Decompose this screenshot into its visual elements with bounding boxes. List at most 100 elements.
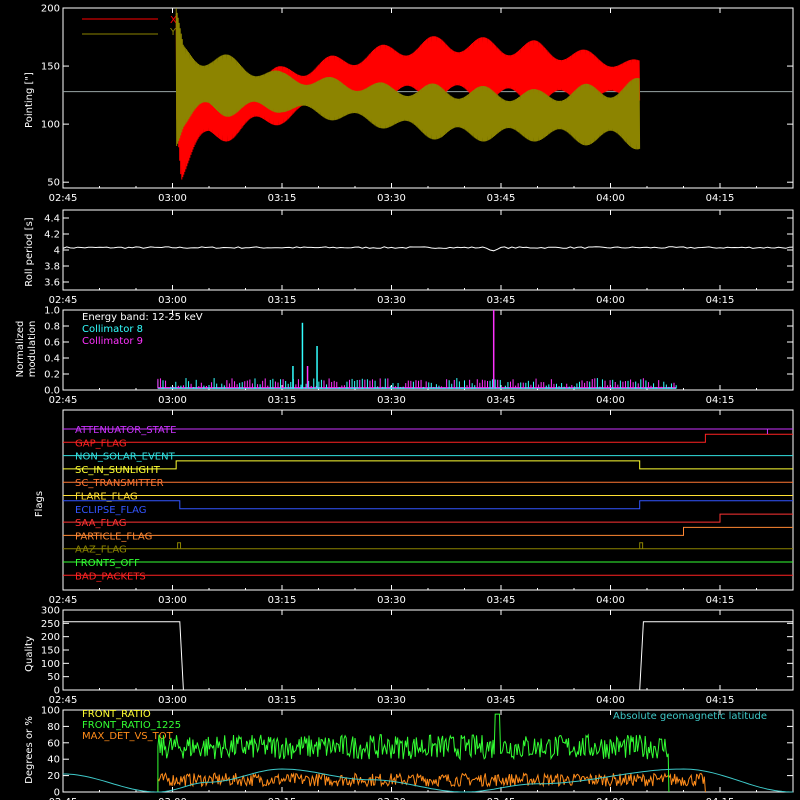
quality-ytick-label: 0 <box>54 686 60 697</box>
quality-xtick-label: 03:00 <box>158 695 187 706</box>
ratios-ytick-label: 100 <box>41 706 60 717</box>
quality-xtick-label: 03:30 <box>377 695 406 706</box>
roll-xtick-label: 03:00 <box>158 295 187 306</box>
modulation-xtick-label: 03:45 <box>487 395 516 406</box>
modulation-xtick-label: 03:00 <box>158 395 187 406</box>
quality-ytick-label: 250 <box>41 619 60 630</box>
max-det-label: MAX_DET_VS_TOT <box>82 731 174 742</box>
roll-ytick-label: 4 <box>54 246 60 257</box>
pointing-ytick-label: 150 <box>41 62 60 73</box>
flag-label-attenuator_state: ATTENUATOR_STATE <box>75 425 176 436</box>
ratios-ytick-label: 20 <box>47 771 60 782</box>
flag-label-saa_flag: SAA_FLAG <box>75 518 126 529</box>
roll-xtick-label: 04:00 <box>596 295 625 306</box>
roll-period-line <box>62 246 794 252</box>
plot-layer: ATTENUATOR_STATE GAP_FLAG NON_SOLAR_EVENT S… <box>62 8 794 793</box>
ratios-xtick-label: 03:45 <box>487 797 516 800</box>
flags-xtick-label: 03:00 <box>158 595 187 606</box>
roll-xtick-label: 04:15 <box>706 295 735 306</box>
flag-label-particle_flag: PARTICLE_FLAG <box>75 531 152 542</box>
pointing-xtick-label: 04:00 <box>596 193 625 204</box>
quality-xtick-label: 02:45 <box>49 695 78 706</box>
ratios-ytick-label: 60 <box>47 738 60 749</box>
pointing-series-y <box>175 8 641 150</box>
quality-xtick-label: 03:45 <box>487 695 516 706</box>
flags-ylabel: Flags <box>34 491 45 517</box>
roll-ylabel: Roll period [s] <box>24 217 35 286</box>
geomagnetic-latitude-line <box>63 768 794 793</box>
flags-xtick-label: 04:15 <box>706 595 735 606</box>
roll-ytick-label: 3.6 <box>44 278 60 289</box>
modulation-xtick-label: 03:30 <box>377 395 406 406</box>
ratios-ytick-label: 40 <box>47 755 60 766</box>
geomag-label: Absolute geomagnetic latitude <box>613 711 767 722</box>
pointing-xtick-label: 03:15 <box>268 193 297 204</box>
panel-frames: 02:45 03:00 03:15 03:30 03:45 04:00 04:15 02:45… <box>41 4 794 800</box>
modulation-ylabel-line2: modulation <box>27 321 38 378</box>
quality-ytick-label: 300 <box>41 606 60 617</box>
roll-xtick-label: 03:15 <box>268 295 297 306</box>
ratios-ylabel: Degrees or % <box>24 716 35 784</box>
front-ratio-label: FRONT_RATIO <box>82 709 151 720</box>
quality-xtick-label: 03:15 <box>268 695 297 706</box>
quality-ytick-label: 50 <box>47 672 60 683</box>
front-ratio-1225-label: FRONT_RATIO_1225 <box>82 720 181 731</box>
flag-line-gap_flag <box>63 433 793 443</box>
quality-xtick-label: 04:00 <box>596 695 625 706</box>
roll-xtick-label: 02:45 <box>49 295 78 306</box>
modulation-ytick-label: 0.6 <box>44 338 60 349</box>
pointing-ytick-label: 100 <box>41 120 60 131</box>
roll-ytick-label: 3.8 <box>44 262 60 273</box>
pointing-ytick-label: 50 <box>47 178 60 189</box>
flag-label-aaz_flag: AAZ_FLAG <box>75 545 127 556</box>
pointing-xtick-label: 04:15 <box>706 193 735 204</box>
flags-xtick-label: 03:15 <box>268 595 297 606</box>
roll-ytick-label: 4.2 <box>44 230 60 241</box>
ratios-xtick-label: 03:15 <box>268 797 297 800</box>
quality-ytick-label: 150 <box>41 646 60 657</box>
ratios-xtick-label: 03:30 <box>377 797 406 800</box>
pointing-xtick-label: 03:00 <box>158 193 187 204</box>
quality-ylabel: Quality <box>24 636 35 672</box>
modulation-xtick-label: 02:45 <box>49 395 78 406</box>
ratios-ytick-label: 80 <box>47 722 60 733</box>
roll-xtick-label: 03:30 <box>377 295 406 306</box>
modulation-ylabel-line1: Normalized <box>15 321 26 378</box>
quality-line <box>63 621 793 691</box>
flags-xtick-label: 04:00 <box>596 595 625 606</box>
flag-label-eclipse_flag: ECLIPSE_FLAG <box>75 505 146 516</box>
energy-band-label: Energy band: 12-25 keV <box>82 312 203 323</box>
modulation-xtick-label: 03:15 <box>268 395 297 406</box>
flag-label-bad_packets: BAD_PACKETS <box>75 571 146 582</box>
flag-line-saa_flag <box>63 513 793 523</box>
legend-x-label: X <box>170 15 177 26</box>
quality-xtick-label: 04:15 <box>706 695 735 706</box>
modulation-xtick-label: 04:15 <box>706 395 735 406</box>
quality-ytick-label: 200 <box>41 632 60 643</box>
modulation-ytick-label: 0.0 <box>44 386 60 397</box>
modulation-ytick-label: 1.0 <box>44 306 60 317</box>
quality-ytick-label: 100 <box>41 659 60 670</box>
flags-xtick-label: 02:45 <box>49 595 78 606</box>
flag-label-sc_in_sunlight: SC_IN_SUNLIGHT <box>75 465 161 476</box>
flags-xtick-label: 03:45 <box>487 595 516 606</box>
ratios-xtick-label: 03:00 <box>158 797 187 800</box>
pointing-xtick-label: 03:30 <box>377 193 406 204</box>
max-det-vs-tot-line <box>157 772 706 793</box>
ratios-xtick-label: 02:45 <box>49 797 78 800</box>
flag-label-gap_flag: GAP_FLAG <box>75 438 127 449</box>
pointing-series-x <box>175 13 641 180</box>
pointing-ytick-label: 200 <box>41 4 60 15</box>
collimator-8-label: Collimator 8 <box>82 324 143 335</box>
roll-ytick-label: 4.4 <box>44 214 60 225</box>
collimator-9-label: Collimator 9 <box>82 336 143 347</box>
flag-label-non_solar_event: NON_SOLAR_EVENT <box>75 452 176 463</box>
flag-label-fronts_off: FRONTS_OFF <box>75 558 140 569</box>
flags-xtick-label: 03:30 <box>377 595 406 606</box>
modulation-xtick-label: 04:00 <box>596 395 625 406</box>
aaz-flag-pulse <box>639 542 644 549</box>
ratios-xtick-label: 04:00 <box>596 797 625 800</box>
front-ratio-line <box>157 713 670 793</box>
flag-line-eclipse_flag <box>63 500 793 510</box>
